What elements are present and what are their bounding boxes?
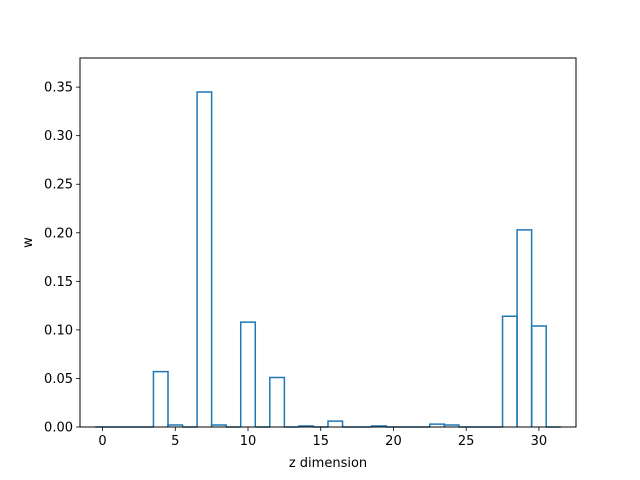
plot-frame [79,57,577,428]
bar [239,321,257,427]
x-tick-label: 15 [312,434,329,449]
y-axis: 0.00 0.05 0.10 0.15 0.20 0.25 0.30 0.35 [44,81,80,436]
y-tick-label: 0.00 [44,421,73,436]
y-tick-label: 0.05 [44,372,73,387]
chart-marks [95,91,561,428]
y-tick-label: 0.10 [44,323,73,338]
y-tick-label: 0.15 [44,275,73,290]
bar [152,370,169,427]
bar [443,424,460,427]
y-tick-label: 0.20 [44,226,73,241]
x-tick-label: 0 [98,434,106,449]
bar [530,325,547,427]
bar [210,424,227,427]
y-axis-label: w [21,237,36,248]
y-tick-label: 0.35 [44,81,73,96]
bar [501,315,518,427]
bar [167,424,184,427]
x-tick-label: 5 [171,434,179,449]
y-tick-label: 0.25 [44,178,73,193]
x-tick-label: 20 [385,434,402,449]
x-tick-label: 25 [458,434,475,449]
bar [196,91,213,427]
y-tick-label: 0.30 [44,129,73,144]
x-tick-label: 10 [240,434,257,449]
bar [327,420,344,427]
bar [269,376,286,427]
x-tick-label: 30 [531,434,548,449]
x-axis: 0 5 10 15 20 25 30 [98,427,547,449]
bar [516,229,533,427]
x-axis-label: z dimension [289,456,367,471]
